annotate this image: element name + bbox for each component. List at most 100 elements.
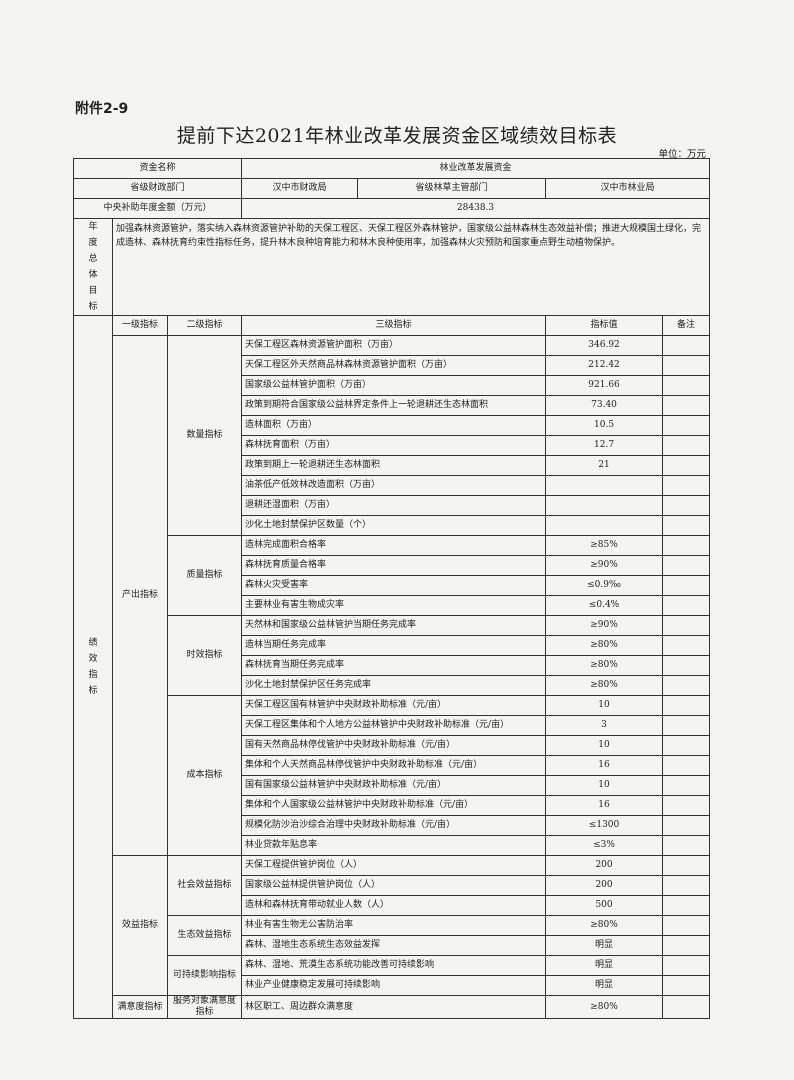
fund-name-label: 资金名称 (72, 158, 243, 179)
indicator-value: 21 (545, 455, 664, 476)
level3-indicator: 主要林业有害生物成灾率 (241, 595, 547, 616)
table-row: 国家级公益林提供管护岗位（人） 200 (74, 875, 711, 896)
level3-indicator: 造林和森林抚育带动就业人数（人） (241, 895, 547, 916)
column-header: 一级指标 (112, 315, 168, 336)
indicator-value: 346.92 (545, 335, 664, 356)
department-row: 省级财政部门 汉中市财政局 省级林草主管部门 汉中市林业局 (72, 178, 711, 199)
amount-value: 28438.3 (241, 198, 711, 219)
indicator-value: 10 (545, 695, 664, 716)
indicator-value: 明显 (545, 935, 664, 956)
indicator-value: 200 (545, 855, 664, 876)
level2-indicator: 生态效益指标 (166, 915, 243, 956)
remark-cell (662, 655, 711, 676)
column-header: 三级指标 (241, 315, 547, 336)
indicator-value: ≥80% (545, 995, 664, 1019)
level2-indicator: 成本指标 (166, 695, 243, 856)
level3-indicator: 集体和个人天然商品林停伐管护中央财政补助标准（元/亩） (241, 755, 547, 776)
indicator-value: ≤0.9‰ (545, 575, 664, 596)
level3-indicator: 天保工程区外天然商品林森林资源管护面积（万亩） (241, 355, 547, 376)
column-header: 备注 (662, 315, 711, 336)
table-row: 时效指标 天然林和国家级公益林管护当期任务完成率 ≥90% (74, 615, 711, 696)
remark-cell (662, 535, 711, 556)
page-title: 提前下达2021年林业改革发展资金区域绩效目标表 (176, 125, 618, 147)
amount-label: 中央补助年度金额（万元） (72, 198, 243, 219)
table-row: 森林抚育质量合格率 ≥90% (74, 555, 711, 576)
level3-indicator: 森林、湿地生态系统生态效益发挥 (241, 935, 547, 956)
remark-cell (662, 855, 711, 876)
indicator-value (545, 515, 664, 536)
indicator-value: 3 (545, 715, 664, 736)
indicator-value: ≥80% (545, 655, 664, 676)
indicator-value (545, 475, 664, 496)
goal-text: 加强森林资源管护，落实纳入森林资源管护补助的天保工程区、天保工程区外森林管护，国… (111, 218, 711, 316)
remark-cell (662, 935, 711, 956)
level3-indicator: 政策到期上一轮退耕还生态林面积 (241, 455, 547, 476)
level1-indicator: 效益指标 (112, 855, 168, 996)
level3-indicator: 天保工程区集体和个人地方公益林管护中央财政补助标准（元/亩） (241, 715, 547, 736)
level3-indicator: 沙化土地封禁保护区数量（个） (241, 515, 547, 536)
table-row: 效益指标 社会效益指标 天保工程提供管护岗位（人） 200 (74, 855, 711, 996)
table-row: 森林抚育面积（万亩） 12.7 (74, 435, 711, 456)
remark-cell (662, 495, 711, 516)
remark-cell (662, 835, 711, 856)
remark-cell (662, 715, 711, 736)
level3-indicator: 造林完成面积合格率 (241, 535, 547, 556)
level3-indicator: 森林抚育面积（万亩） (241, 435, 547, 456)
level3-indicator: 集体和个人国家级公益林管护中央财政补助标准（元/亩） (241, 795, 547, 816)
level3-indicator: 国有国家级公益林管护中央财政补助标准（元/亩） (241, 775, 547, 796)
indicator-value: ≤1300 (545, 815, 664, 836)
table-row: 退耕还湿面积（万亩） (74, 495, 711, 516)
remark-cell (662, 475, 711, 496)
remark-cell (662, 775, 711, 796)
level3-indicator: 森林、湿地、荒漠生态系统功能改善可持续影响 (241, 955, 547, 976)
fund-name-value: 林业改革发展资金 (241, 158, 711, 179)
indicator-value: 500 (545, 895, 664, 916)
level3-indicator: 森林抚育质量合格率 (241, 555, 547, 576)
level3-indicator: 森林火灾受害率 (241, 575, 547, 596)
remark-cell (662, 695, 711, 716)
level3-indicator: 造林面积（万亩） (241, 415, 547, 436)
forestry-dept-value: 汉中市林业局 (545, 178, 711, 199)
indicator-value: ≤3% (545, 835, 664, 856)
remark-cell (662, 795, 711, 816)
table-row: 森林火灾受害率 ≤0.9‰ (74, 575, 711, 596)
remark-cell (662, 735, 711, 756)
level3-indicator: 林业贷款年贴息率 (241, 835, 547, 856)
remark-cell (662, 435, 711, 456)
performance-table: 资金名称 林业改革发展资金 省级财政部门 汉中市财政局 省级林草主管部门 汉中市… (72, 158, 711, 1019)
indicator-value: 16 (545, 795, 664, 816)
indicator-value: 明显 (545, 975, 664, 996)
goal-row: 年度总体目标 加强森林资源管护，落实纳入森林资源管护补助的天保工程区、天保工程区… (73, 218, 711, 316)
level3-indicator: 天保工程区森林资源管护面积（万亩） (241, 335, 547, 356)
amount-row: 中央补助年度金额（万元） 28438.3 (72, 198, 711, 219)
level2-indicator: 可持续影响指标 (166, 955, 243, 996)
level3-indicator: 造林当期任务完成率 (241, 635, 547, 656)
indicator-value: 16 (545, 755, 664, 776)
section-label: 绩效指标 (88, 638, 98, 696)
level2-indicator: 时效指标 (166, 615, 243, 696)
indicator-value: 73.40 (545, 395, 664, 416)
indicator-value: 10 (545, 775, 664, 796)
level3-indicator: 政策到期符合国家级公益林界定条件上一轮退耕还生态林面积 (241, 395, 547, 416)
remark-cell (662, 395, 711, 416)
remark-cell (662, 635, 711, 656)
indicator-value: 200 (545, 875, 664, 896)
level3-indicator: 规模化防沙治沙综合治理中央财政补助标准（元/亩） (241, 815, 547, 836)
remark-cell (662, 955, 711, 976)
level3-indicator: 退耕还湿面积（万亩） (241, 495, 547, 516)
table-row: 林业贷款年贴息率 ≤3% (74, 835, 711, 856)
attachment-label: 附件2-9 (75, 101, 129, 117)
section-label-cell: 绩效指标 (73, 315, 113, 1019)
indicator-value: ≥90% (545, 555, 664, 576)
remark-cell (662, 555, 711, 576)
remark-cell (662, 975, 711, 996)
level3-indicator: 森林抚育当期任务完成率 (241, 655, 547, 676)
level2-indicator: 质量指标 (166, 535, 243, 616)
indicator-value: 212.42 (545, 355, 664, 376)
table-row: 产出指标 数量指标 天保工程区森林资源管护面积（万亩） 346.92 (74, 335, 711, 856)
remark-cell (662, 415, 711, 436)
goal-label-cell: 年度总体目标 (73, 218, 113, 316)
remark-cell (662, 355, 711, 376)
remark-cell (662, 595, 711, 616)
level3-indicator: 林业产业健康稳定发展可持续影响 (241, 975, 547, 996)
